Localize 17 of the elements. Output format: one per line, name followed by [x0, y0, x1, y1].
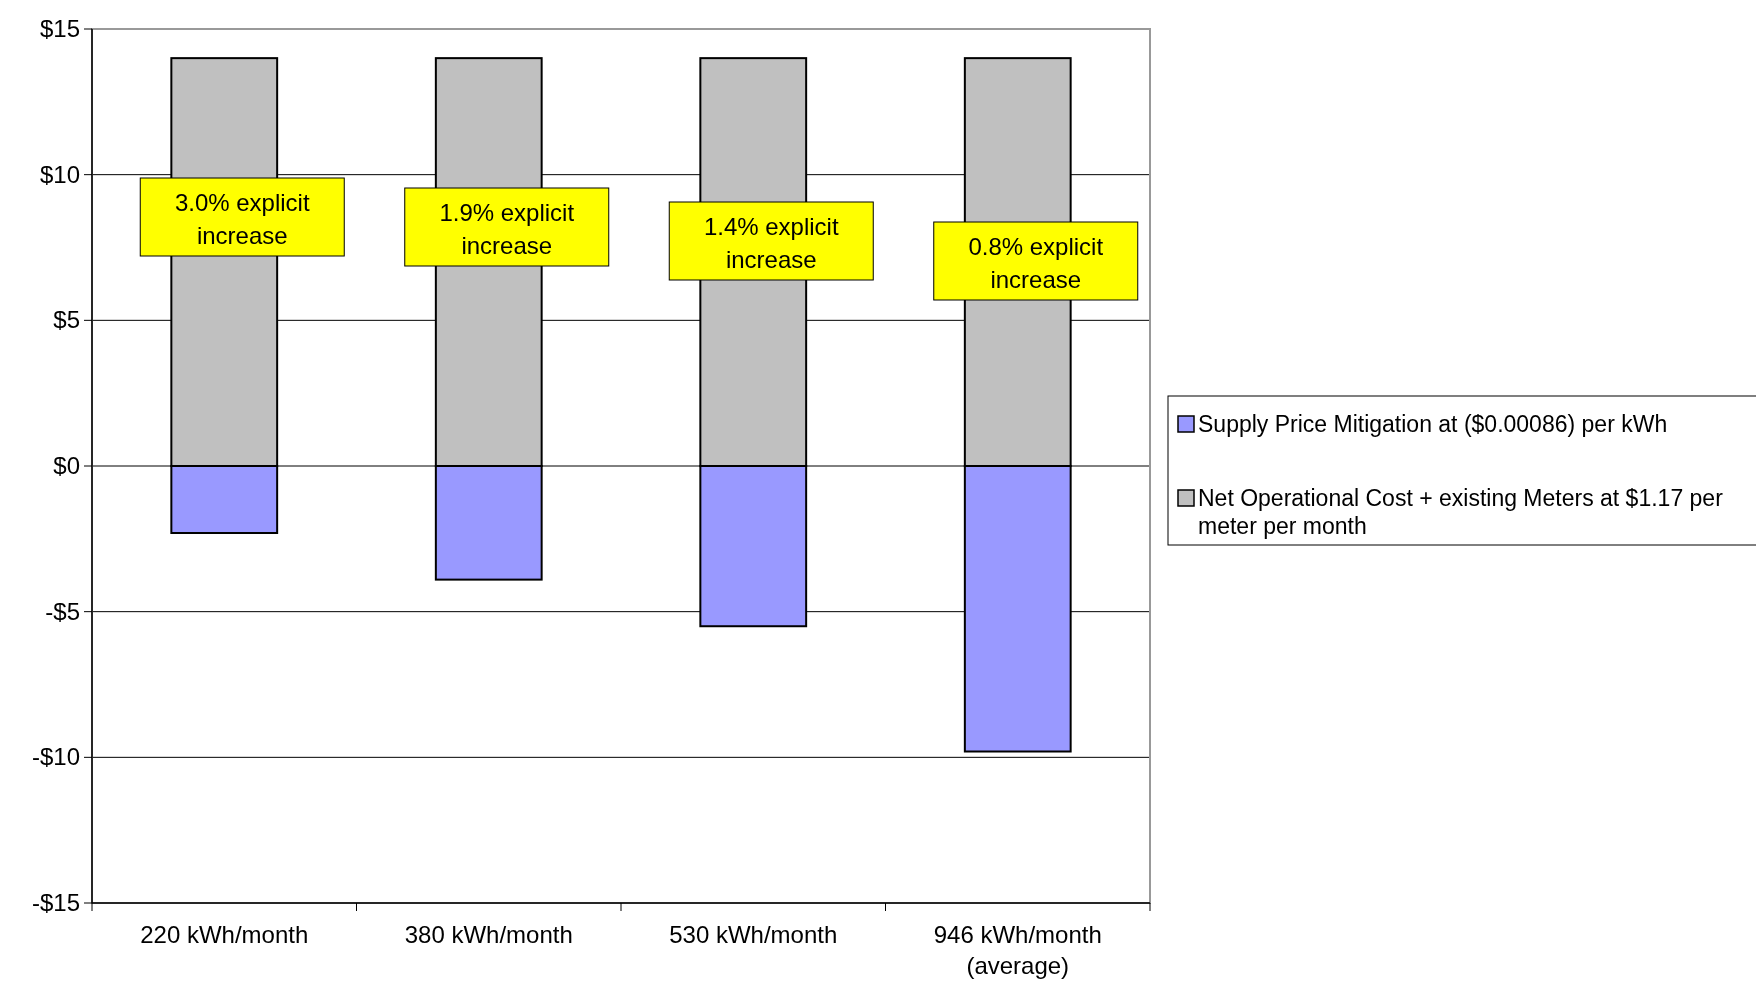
- annotation: 3.0% explicit increase: [174, 189, 310, 249]
- legend-label: Supply Price Mitigation at ($0.00086) per kWh: [1198, 411, 1668, 437]
- legend-label: Net Operational Cost + existing Meters at $1.17 per meter per month: [1198, 485, 1724, 539]
- y-tick-label: -$10: [31, 743, 80, 771]
- y-tick-label: $0: [53, 452, 80, 479]
- x-tick-label: 946 kWh/month (average): [933, 921, 1102, 979]
- y-tick-label: $5: [53, 306, 80, 334]
- y-tick-label: $10: [39, 160, 80, 188]
- x-tick-label: 220 kWh/month: [140, 921, 309, 948]
- annotation: 1.4% explicit increase: [703, 213, 839, 273]
- x-tick-label: 530 kWh/month: [669, 921, 838, 948]
- y-tick-label: -$5: [45, 597, 80, 625]
- y-tick-label: -$15: [31, 889, 80, 916]
- annotation: 1.9% explicit increase: [439, 199, 575, 259]
- x-tick-label: 380 kWh/month: [404, 921, 573, 948]
- annotation: 0.8% explicit increase: [968, 233, 1104, 293]
- y-tick-label: $15: [39, 15, 80, 42]
